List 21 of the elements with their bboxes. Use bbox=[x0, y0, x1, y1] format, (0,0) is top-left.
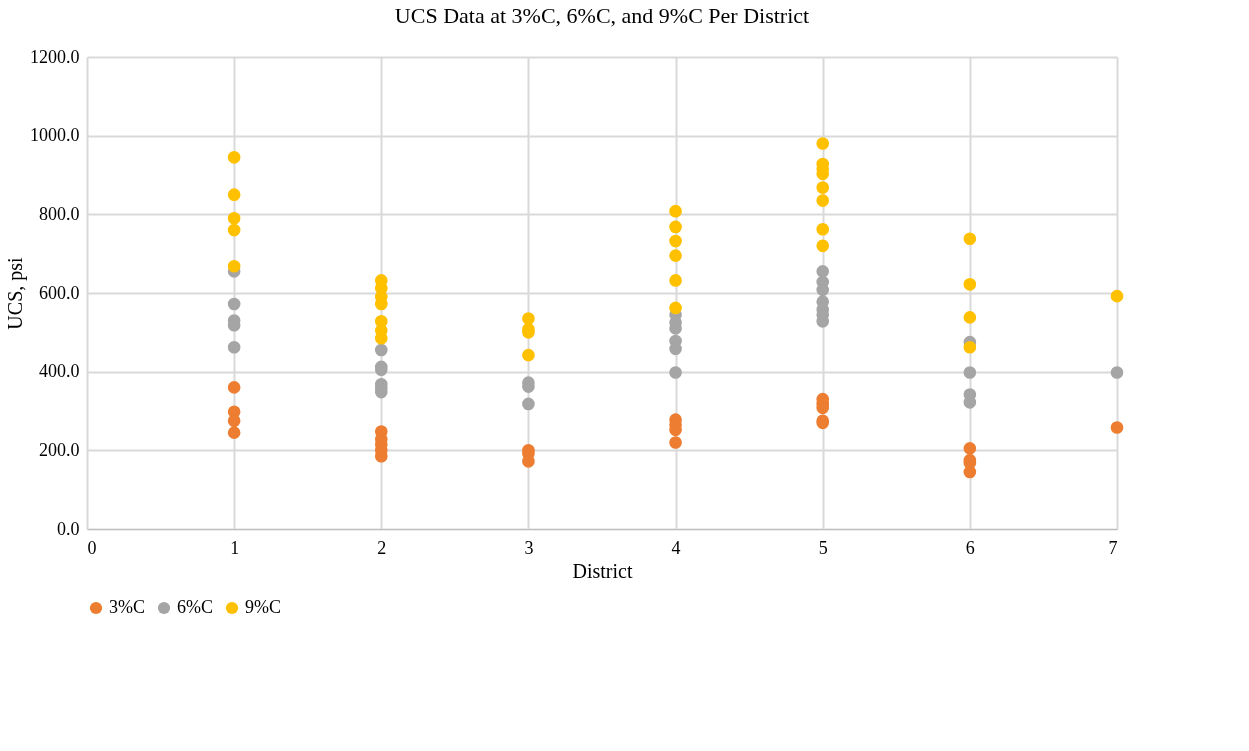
x-tick-label: 5 bbox=[818, 537, 828, 558]
x-tick-label: 0 bbox=[87, 537, 97, 558]
y-axis-title: UCS, psi bbox=[4, 256, 27, 330]
y-tick-label: 0.0 bbox=[57, 518, 80, 539]
x-tick-label: 7 bbox=[1108, 537, 1118, 558]
y-tick-label: 1000.0 bbox=[30, 125, 80, 146]
legend-label: 6%C bbox=[177, 597, 213, 617]
y-tick-label: 200.0 bbox=[39, 439, 80, 460]
y-tick-label: 800.0 bbox=[39, 203, 80, 224]
x-tick-label: 4 bbox=[671, 537, 681, 558]
y-tick-label: 400.0 bbox=[39, 361, 80, 382]
x-axis-title: District bbox=[572, 559, 633, 582]
legend-label: 9%C bbox=[245, 597, 281, 617]
x-tick-label: 6 bbox=[965, 537, 975, 558]
x-tick-label: 1 bbox=[230, 537, 240, 558]
y-tick-label: 600.0 bbox=[39, 282, 80, 303]
x-tick-label: 3 bbox=[524, 537, 534, 558]
y-tick-label: 1200.0 bbox=[30, 46, 80, 67]
legend-label: 3%C bbox=[109, 597, 145, 617]
x-tick-label: 2 bbox=[377, 537, 387, 558]
chart-title: UCS Data at 3%C, 6%C, and 9%C Per District bbox=[394, 3, 810, 28]
